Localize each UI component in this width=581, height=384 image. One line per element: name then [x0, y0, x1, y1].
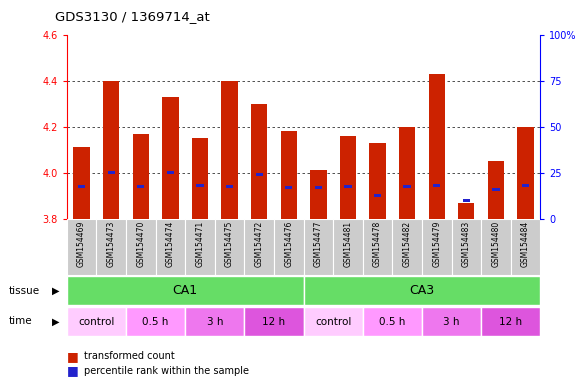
- Bar: [518, 127, 534, 219]
- Bar: [422, 307, 481, 336]
- Bar: [103, 81, 119, 219]
- Bar: [403, 185, 411, 188]
- Bar: [126, 307, 185, 336]
- Text: time: time: [9, 316, 33, 326]
- Text: GSM154483: GSM154483: [462, 220, 471, 267]
- Text: 0.5 h: 0.5 h: [379, 316, 406, 327]
- Bar: [245, 307, 303, 336]
- Text: 3 h: 3 h: [443, 316, 460, 327]
- Bar: [303, 307, 363, 336]
- Text: tissue: tissue: [9, 286, 40, 296]
- Bar: [156, 219, 185, 275]
- Bar: [196, 184, 204, 187]
- Text: 0.5 h: 0.5 h: [142, 316, 169, 327]
- Text: GSM154481: GSM154481: [343, 220, 353, 266]
- Text: GSM154469: GSM154469: [77, 220, 86, 267]
- Bar: [345, 185, 352, 188]
- Bar: [303, 276, 540, 305]
- Text: percentile rank within the sample: percentile rank within the sample: [84, 366, 249, 376]
- Bar: [370, 143, 386, 219]
- Bar: [281, 131, 297, 219]
- Bar: [451, 219, 481, 275]
- Bar: [162, 97, 178, 219]
- Bar: [221, 81, 238, 219]
- Text: control: control: [315, 316, 352, 327]
- Bar: [245, 219, 274, 275]
- Bar: [256, 174, 263, 176]
- Bar: [185, 307, 245, 336]
- Text: 3 h: 3 h: [206, 316, 223, 327]
- Bar: [107, 171, 115, 174]
- Bar: [303, 219, 333, 275]
- Bar: [462, 199, 470, 202]
- Text: GDS3130 / 1369714_at: GDS3130 / 1369714_at: [55, 10, 210, 23]
- Text: CA3: CA3: [410, 285, 435, 297]
- Bar: [185, 219, 215, 275]
- Bar: [274, 219, 304, 275]
- Bar: [374, 194, 381, 197]
- Bar: [67, 219, 96, 275]
- Text: GSM154479: GSM154479: [432, 220, 441, 267]
- Bar: [96, 219, 126, 275]
- Text: transformed count: transformed count: [84, 351, 175, 361]
- Bar: [251, 104, 267, 219]
- Bar: [488, 161, 504, 219]
- Bar: [192, 138, 208, 219]
- Text: GSM154476: GSM154476: [284, 220, 293, 267]
- Bar: [315, 186, 322, 189]
- Text: GSM154475: GSM154475: [225, 220, 234, 267]
- Bar: [429, 74, 445, 219]
- Text: ▶: ▶: [52, 316, 60, 326]
- Bar: [67, 307, 126, 336]
- Text: GSM154480: GSM154480: [492, 220, 500, 267]
- Text: GSM154477: GSM154477: [314, 220, 323, 267]
- Bar: [167, 171, 174, 174]
- Bar: [399, 127, 415, 219]
- Bar: [67, 276, 303, 305]
- Text: ■: ■: [67, 364, 78, 377]
- Bar: [132, 134, 149, 219]
- Text: ■: ■: [67, 350, 78, 363]
- Text: CA1: CA1: [173, 285, 198, 297]
- Bar: [422, 219, 451, 275]
- Bar: [458, 203, 475, 219]
- Bar: [363, 307, 422, 336]
- Bar: [215, 219, 245, 275]
- Text: ▶: ▶: [52, 286, 60, 296]
- Text: 12 h: 12 h: [499, 316, 522, 327]
- Bar: [392, 219, 422, 275]
- Bar: [310, 170, 327, 219]
- Text: GSM154484: GSM154484: [521, 220, 530, 267]
- Bar: [226, 185, 233, 188]
- Bar: [285, 186, 292, 189]
- Bar: [333, 219, 363, 275]
- Bar: [492, 189, 500, 191]
- Text: GSM154473: GSM154473: [107, 220, 116, 267]
- Bar: [433, 184, 440, 187]
- Bar: [340, 136, 356, 219]
- Bar: [522, 184, 529, 187]
- Text: GSM154478: GSM154478: [373, 220, 382, 267]
- Bar: [137, 185, 145, 188]
- Bar: [481, 219, 511, 275]
- Bar: [73, 147, 89, 219]
- Text: GSM154472: GSM154472: [254, 220, 264, 267]
- Bar: [511, 219, 540, 275]
- Bar: [481, 307, 540, 336]
- Text: GSM154471: GSM154471: [195, 220, 205, 267]
- Bar: [78, 185, 85, 188]
- Text: GSM154474: GSM154474: [166, 220, 175, 267]
- Text: GSM154470: GSM154470: [137, 220, 145, 267]
- Text: control: control: [78, 316, 114, 327]
- Text: 12 h: 12 h: [263, 316, 285, 327]
- Bar: [363, 219, 392, 275]
- Text: GSM154482: GSM154482: [403, 220, 412, 266]
- Bar: [126, 219, 156, 275]
